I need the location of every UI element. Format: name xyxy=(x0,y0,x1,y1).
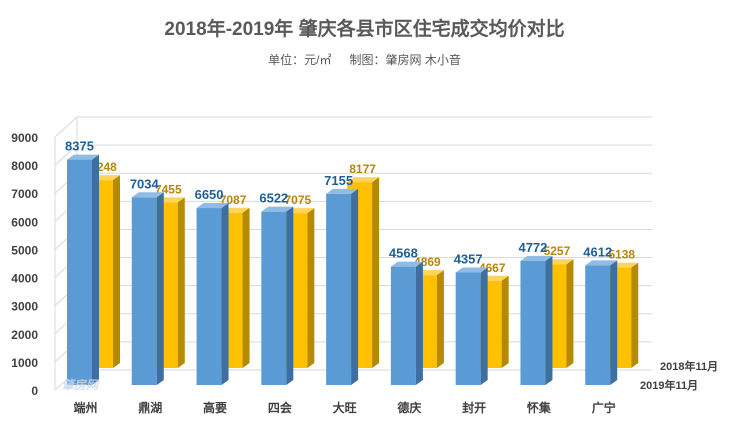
data-label-2019: 8375 xyxy=(65,139,94,154)
bar-2019-front xyxy=(585,265,611,385)
subtitle-credit: 制图：肇房网 木小音 xyxy=(349,53,461,67)
bar-2019-side xyxy=(286,206,294,385)
bar-2019-side xyxy=(480,267,488,385)
bar-2019-side xyxy=(545,255,553,385)
x-tick-label: 大旺 xyxy=(333,400,357,415)
bar-2019-front xyxy=(196,208,222,385)
bar-2018-side xyxy=(242,207,250,368)
data-label-2019: 6650 xyxy=(195,187,224,202)
bar-2019-top xyxy=(520,255,553,261)
x-tick-label: 高要 xyxy=(203,400,227,415)
bar-2019-top xyxy=(585,260,618,266)
bar-2019-front xyxy=(520,260,546,385)
bar-2019-front xyxy=(390,266,416,385)
y-tick-label: 9000 xyxy=(11,131,38,145)
chart-subtitle: 单位：元/㎡ 制图：肇房网 木小音 xyxy=(0,51,729,68)
x-tick-label: 封开 xyxy=(462,400,486,415)
bar-2019-top xyxy=(131,192,164,198)
data-label-2019: 6522 xyxy=(259,191,288,206)
data-label-2018: 5138 xyxy=(608,248,635,262)
bar-2019-side xyxy=(415,261,423,385)
bar-2018-side xyxy=(372,177,380,368)
x-tick-label: 广宁 xyxy=(592,400,616,415)
bar-2018-side xyxy=(307,208,315,368)
data-label-2018: 7075 xyxy=(284,193,311,207)
data-label-2019: 7034 xyxy=(130,176,160,191)
data-label-2019: 7155 xyxy=(324,173,353,188)
grid-line-diagonal xyxy=(54,116,78,138)
bar-2019-top xyxy=(67,154,99,160)
bar-2018-side xyxy=(566,259,574,368)
x-tick-label: 四会 xyxy=(268,400,293,415)
bar-2018-side xyxy=(501,275,509,368)
y-tick-label: 8000 xyxy=(11,159,38,173)
y-tick-label: 1000 xyxy=(11,356,38,370)
bar-2018-top xyxy=(347,177,380,183)
subtitle-unit: 单位：元/㎡ xyxy=(268,53,332,67)
bar-2019-side xyxy=(156,192,164,385)
y-tick-label: 3000 xyxy=(11,300,38,314)
bar-2019-top xyxy=(326,188,359,194)
grid-line-diagonal xyxy=(54,144,78,166)
bar-2019-front xyxy=(326,193,352,385)
bar-2019-side xyxy=(351,188,359,385)
y-tick-label: 2000 xyxy=(11,328,38,342)
x-tick-label: 怀集 xyxy=(527,400,552,415)
data-label-2019: 4568 xyxy=(389,246,418,261)
watermark: 肇房网 xyxy=(62,378,99,392)
bar-2019-top xyxy=(261,206,294,212)
x-tick-label: 鼎湖 xyxy=(138,400,162,415)
bar-2019-top xyxy=(390,261,423,267)
bar-2019-side xyxy=(221,203,229,385)
bar-2019-top xyxy=(196,203,229,209)
bar-2019-front xyxy=(261,211,287,385)
bar-2019-top xyxy=(455,267,488,273)
bar-2019-front xyxy=(67,159,92,385)
y-tick-label: 6000 xyxy=(11,215,38,229)
chart-title: 2018年-2019年 肇庆各县市区住宅成交均价对比 xyxy=(164,19,565,40)
bar-2018-side xyxy=(113,175,120,368)
data-label-2019: 4612 xyxy=(583,244,612,259)
bar-2018-side xyxy=(177,197,185,368)
x-tick-label: 端州 xyxy=(73,400,97,415)
data-label-2018: 5257 xyxy=(544,244,571,258)
series-label-2019: 2019年11月 xyxy=(640,378,698,392)
bar-2019-front xyxy=(455,272,481,385)
bar-2019-side xyxy=(92,154,99,385)
y-tick-label: 7000 xyxy=(11,187,38,201)
bar-2018-side xyxy=(631,262,639,368)
x-tick-label: 德庆 xyxy=(397,400,421,415)
data-label-2019: 4772 xyxy=(518,240,547,255)
y-tick-label: 5000 xyxy=(11,243,38,257)
bar-2019-side xyxy=(610,260,618,385)
bar-2018-side xyxy=(436,270,444,368)
data-label-2019: 4357 xyxy=(454,252,483,267)
y-tick-label: 0 xyxy=(31,384,38,398)
series-label-2018: 2018年11月 xyxy=(660,359,718,373)
data-label-2018: 8177 xyxy=(349,162,376,176)
y-tick-label: 4000 xyxy=(11,272,38,286)
bar-2019-front xyxy=(131,197,157,385)
